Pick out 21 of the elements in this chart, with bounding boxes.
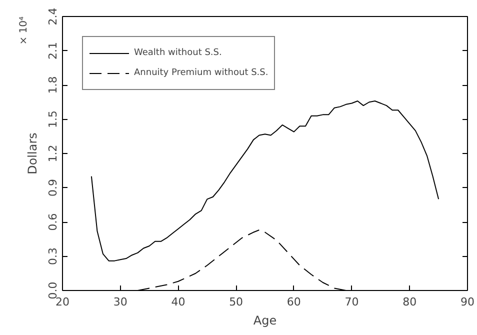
x-tick-label: 40 xyxy=(171,296,186,308)
x-tick-label: 70 xyxy=(344,296,359,308)
line-series xyxy=(90,100,440,262)
legend-label: Annuity Premium without S.S. xyxy=(134,68,268,78)
y-tick-label: 2.4 xyxy=(46,8,60,26)
legend-label: Wealth without S.S. xyxy=(134,48,222,58)
x-tick-label: 80 xyxy=(402,296,417,308)
y-tick-label: 0.3 xyxy=(46,247,60,265)
x-axis-title: Age xyxy=(253,314,277,328)
y-tick-label: 0.9 xyxy=(46,178,60,196)
x-tick-label: 60 xyxy=(286,296,301,308)
y-tick-label: 1.2 xyxy=(46,144,60,162)
y-tick-label: 0.6 xyxy=(46,213,60,231)
y-tick-label: 1.5 xyxy=(46,110,60,128)
x-tick-label: 50 xyxy=(229,296,244,308)
y-tick-label: 1.8 xyxy=(46,76,60,94)
x-tick-label: 90 xyxy=(460,296,474,308)
text: × 10⁴ xyxy=(18,16,30,45)
x-tick-label: 30 xyxy=(113,296,128,308)
y-tick-label: 2.1 xyxy=(46,42,60,60)
y-axis-title: Dollars xyxy=(26,132,40,174)
